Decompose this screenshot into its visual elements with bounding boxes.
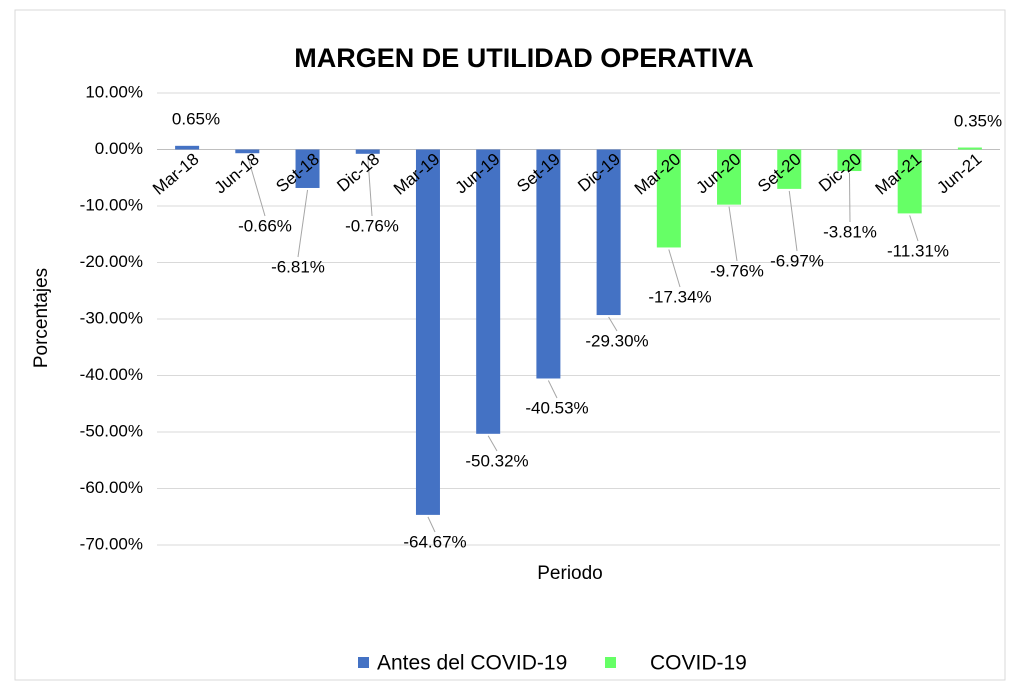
bar [295, 149, 320, 188]
leader-line [427, 516, 436, 533]
leader-line [297, 189, 309, 258]
y-tick-label: -30.00% [80, 308, 143, 327]
data-label: 0.35% [954, 111, 1002, 130]
bar [415, 149, 440, 515]
leader-line [909, 215, 919, 242]
data-label: 0.65% [172, 109, 220, 128]
bar [957, 147, 982, 150]
data-label: -50.32% [465, 451, 528, 470]
bar [897, 149, 922, 214]
data-label: -40.53% [525, 398, 588, 417]
legend-swatch [358, 657, 369, 668]
bar [235, 149, 260, 154]
bar [596, 149, 621, 316]
data-label: -11.31% [887, 241, 949, 260]
legend-label: COVID-19 [650, 652, 747, 675]
data-label: -17.34% [648, 287, 711, 306]
bar [536, 149, 561, 379]
y-tick-label: 10.00% [85, 82, 143, 101]
bar [837, 149, 862, 172]
bar [476, 149, 501, 434]
leader-line [246, 155, 266, 217]
leader-line [487, 435, 498, 452]
leader-line [668, 249, 681, 288]
bar [777, 149, 802, 189]
data-label: -0.76% [345, 216, 399, 235]
leader-line [367, 155, 373, 217]
bar [717, 149, 742, 205]
chart-border [14, 9, 1006, 681]
leader-line [788, 190, 798, 252]
bar [175, 145, 200, 150]
data-label: -6.97% [770, 251, 824, 270]
data-label: -3.81% [823, 222, 877, 241]
chart-title: MARGEN DE UTILIDAD OPERATIVA [294, 43, 754, 73]
y-tick-label: -20.00% [80, 252, 143, 271]
y-tick-label: -40.00% [80, 365, 143, 384]
y-tick-label: -70.00% [80, 534, 143, 553]
data-label: -9.76% [710, 261, 764, 280]
data-label: -0.66% [238, 216, 292, 235]
y-tick-label: -50.00% [80, 421, 143, 440]
leader-line [608, 316, 618, 332]
bar [355, 149, 380, 154]
data-label: -64.67% [403, 532, 466, 551]
leader-line [547, 380, 558, 399]
x-axis-label: Periodo [537, 563, 603, 584]
y-axis-label: Porcentajes [31, 268, 52, 368]
y-tick-label: -60.00% [80, 478, 143, 497]
leader-line [728, 206, 738, 262]
y-tick-label: -10.00% [80, 195, 143, 214]
data-label: -6.81% [271, 257, 325, 276]
y-tick-label: 0.00% [95, 139, 143, 158]
legend-swatch [605, 657, 616, 668]
data-label: -29.30% [585, 331, 648, 350]
legend-label: Antes del COVID-19 [377, 652, 567, 675]
bar [656, 149, 681, 248]
leader-line [848, 173, 851, 223]
